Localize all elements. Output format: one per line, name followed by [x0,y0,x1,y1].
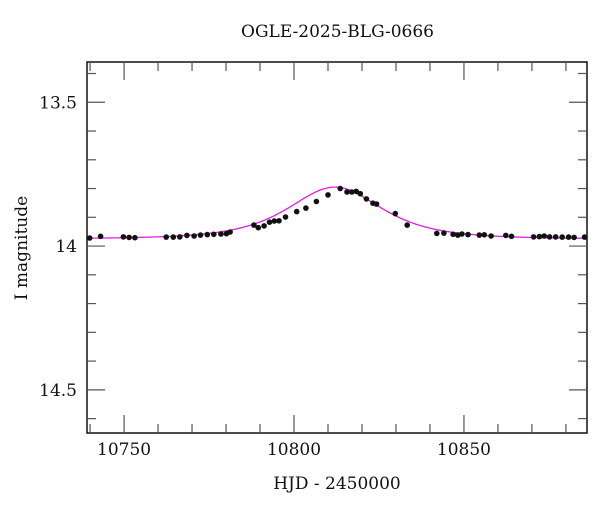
x-tick-label: 10800 [267,440,321,460]
chart-title: OGLE-2025-BLG-0666 [241,22,434,42]
data-point [344,189,350,195]
data-point [97,233,104,240]
y-tick-label: 14 [55,237,77,257]
data-point [170,234,177,240]
data-point [530,234,537,240]
data-point [565,234,572,240]
data-point [293,208,300,215]
data-point [357,190,364,197]
data-point [197,232,204,238]
data-point [266,219,273,225]
data-point [163,234,169,240]
data-point [441,230,447,236]
data-point [86,235,93,241]
data-point [337,185,344,192]
data-point [508,233,515,240]
data-point [571,234,577,241]
data-point [251,222,257,228]
data-point [276,218,282,224]
data-point [434,230,440,237]
data-point [261,223,267,229]
data-point [349,189,355,195]
data-point [255,224,262,231]
data-point [282,214,289,220]
data-point [465,231,471,238]
data-point [303,205,309,211]
y-axis-label: I magnitude [12,195,32,301]
y-tick-label: 14.5 [39,381,77,401]
data-point [404,222,411,228]
data-point [325,192,331,198]
data-point [177,234,183,240]
data-point [184,232,190,239]
data-point [373,201,380,207]
data-point [313,198,320,205]
data-point [488,233,494,239]
y-tick-label: 13.5 [39,93,77,113]
data-point [132,234,138,241]
model-curve [86,186,588,239]
data-point [476,232,483,238]
data-point [546,234,553,240]
data-point [536,233,543,240]
data-point [392,210,399,217]
data-point [271,218,278,224]
plot-frame [86,61,588,434]
data-point [227,229,233,235]
data-point [353,188,360,195]
data-point [363,196,370,202]
data-point [204,231,211,238]
data-point [552,234,559,240]
data-point [126,234,132,241]
x-tick-label: 10750 [97,440,151,460]
data-point [581,234,588,240]
data-point [191,233,197,239]
data-point [120,234,127,240]
data-point [481,232,488,238]
data-point [450,231,456,238]
data-point [459,231,465,237]
x-axis-label: HJD - 2450000 [273,474,401,494]
data-point [559,234,565,240]
data-point [218,231,224,237]
x-tick-label: 10850 [437,440,491,460]
data-point [211,231,217,238]
data-point [503,232,509,239]
data-point [541,233,547,239]
